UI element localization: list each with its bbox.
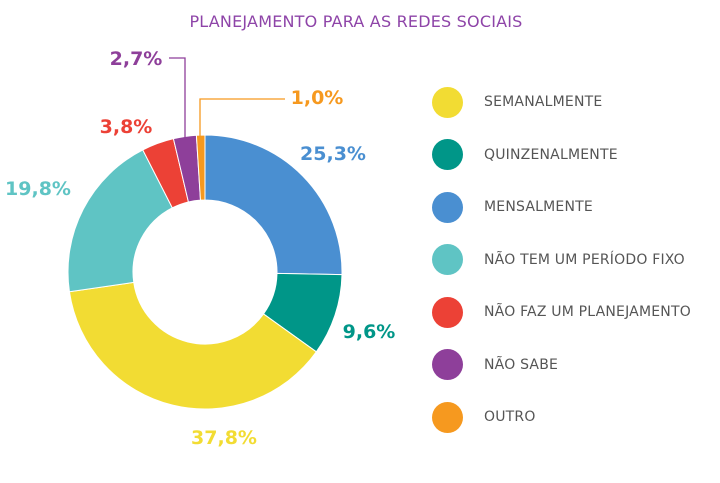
legend-swatch bbox=[432, 401, 463, 433]
legend-item: NÃO FAZ UM PLANEJAMENTO bbox=[432, 286, 691, 339]
legend-swatch bbox=[432, 139, 463, 171]
donut-slices bbox=[67, 134, 343, 410]
data-label: 9,6% bbox=[343, 321, 396, 343]
slice-n-o-tem-um-per-odo-fixo bbox=[67, 149, 173, 293]
legend-label: OUTRO bbox=[484, 409, 536, 426]
data-label: 19,8% bbox=[5, 178, 71, 200]
legend-item: OUTRO bbox=[432, 391, 691, 444]
data-label: 37,8% bbox=[191, 427, 257, 449]
legend: SEMANALMENTE QUINZENALMENTE MENSALMENTE NÃO… bbox=[432, 76, 691, 444]
legend-item: QUINZENALMENTE bbox=[432, 129, 691, 182]
legend-label: NÃO SABE bbox=[484, 356, 559, 373]
slice-outro bbox=[195, 134, 206, 201]
leader-line bbox=[199, 98, 285, 137]
slice-semanalmente bbox=[68, 281, 318, 410]
data-label: 1,0% bbox=[291, 87, 344, 109]
data-label: 3,8% bbox=[100, 116, 153, 138]
legend-item: SEMANALMENTE bbox=[432, 76, 691, 129]
legend-swatch bbox=[432, 86, 463, 118]
data-label: 25,3% bbox=[300, 143, 366, 165]
legend-item: NÃO TEM UM PERÍODO FIXO bbox=[432, 234, 691, 287]
legend-label: QUINZENALMENTE bbox=[484, 146, 618, 163]
leader-lines bbox=[169, 57, 285, 138]
legend-label: SEMANALMENTE bbox=[484, 94, 603, 111]
legend-label: MENSALMENTE bbox=[484, 199, 593, 216]
legend-label: NÃO TEM UM PERÍODO FIXO bbox=[484, 251, 685, 268]
legend-swatch bbox=[432, 349, 463, 381]
chart-title: PLANEJAMENTO PARA AS REDES SOCIAIS bbox=[189, 12, 523, 31]
leader-line bbox=[169, 57, 186, 138]
legend-item: MENSALMENTE bbox=[432, 181, 691, 234]
legend-swatch bbox=[432, 244, 463, 276]
data-labels: 25,3% 9,6% 37,8% 19,8% 3,8% 2,7% 1,0% bbox=[5, 48, 395, 449]
legend-item: NÃO SABE bbox=[432, 339, 691, 392]
legend-label: NÃO FAZ UM PLANEJAMENTO bbox=[484, 304, 691, 321]
slice-mensalmente bbox=[204, 134, 343, 276]
legend-swatch bbox=[432, 191, 463, 223]
legend-swatch bbox=[432, 296, 463, 328]
data-label: 2,7% bbox=[110, 48, 163, 70]
